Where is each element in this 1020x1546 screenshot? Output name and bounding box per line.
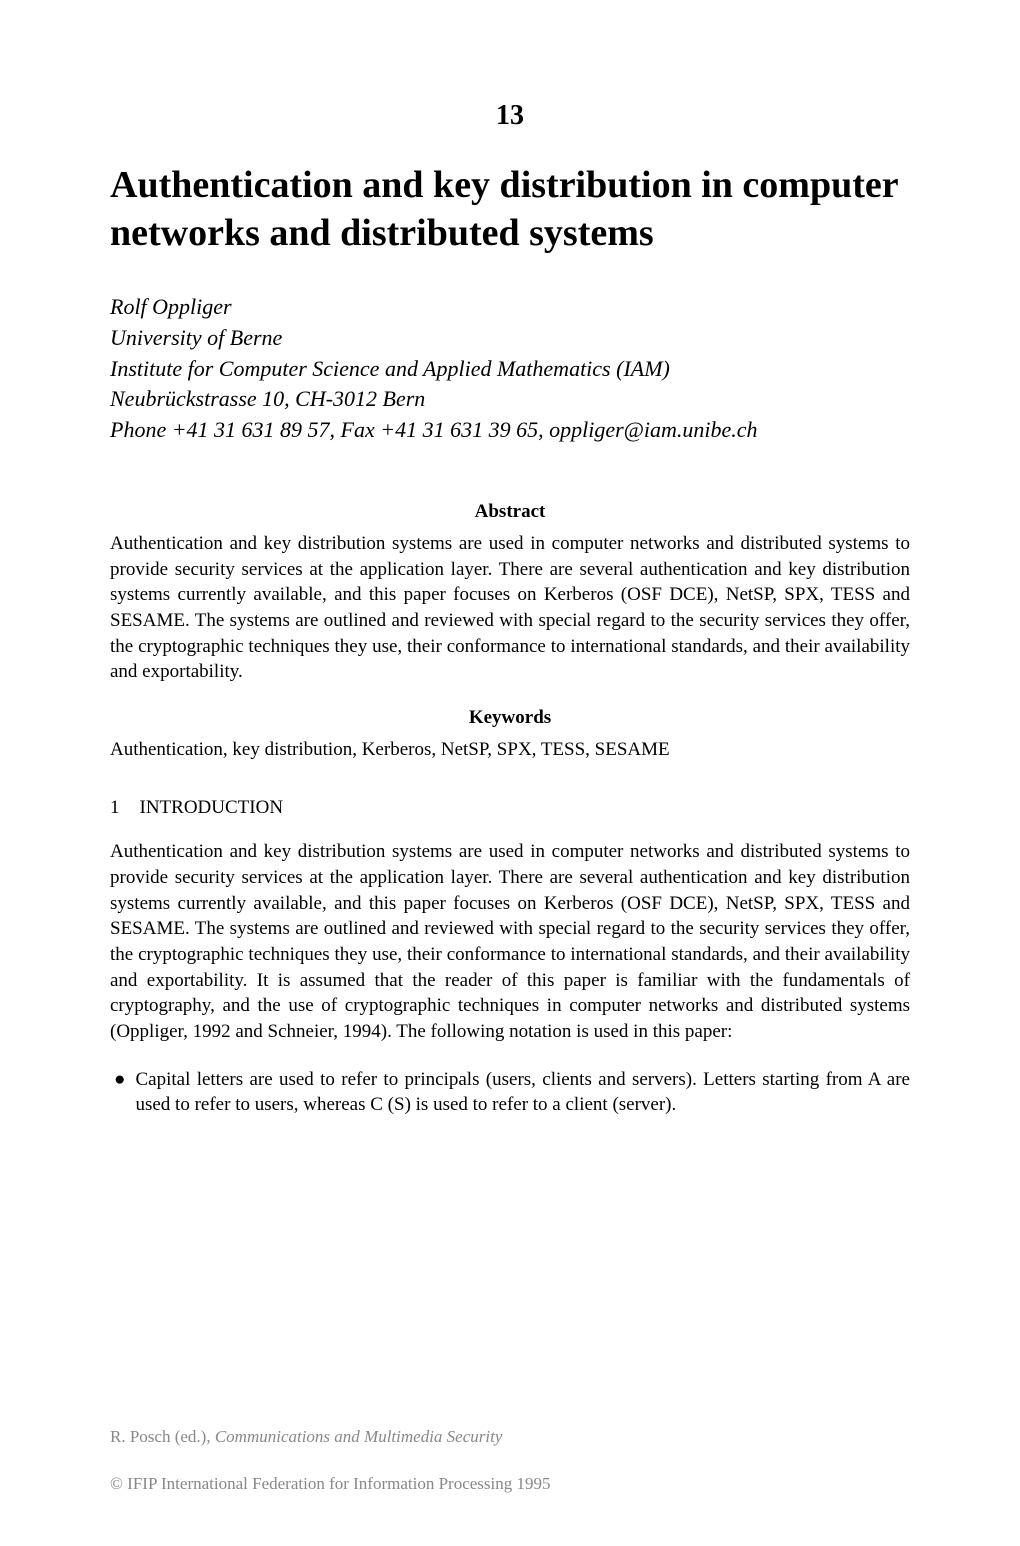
- bullet-item: ● Capital letters are used to refer to p…: [110, 1067, 910, 1118]
- keywords-text: Authentication, key distribution, Kerber…: [110, 737, 910, 763]
- section-heading-introduction: 1 INTRODUCTION: [110, 797, 910, 819]
- introduction-text: Authentication and key distribution syst…: [110, 839, 910, 1044]
- bullet-marker-icon: ●: [114, 1067, 125, 1118]
- author-block: Rolf Oppliger University of Berne Instit…: [110, 292, 910, 446]
- page-footer: R. Posch (ed.), Communications and Multi…: [110, 1425, 551, 1496]
- author-contact: Phone +41 31 631 89 57, Fax +41 31 631 3…: [110, 415, 910, 446]
- chapter-number: 13: [110, 100, 910, 132]
- paper-title: Authentication and key distribution in c…: [110, 162, 910, 257]
- author-affiliation-1: University of Berne: [110, 323, 910, 354]
- bullet-text: Capital letters are used to refer to pri…: [135, 1067, 910, 1118]
- author-affiliation-2: Institute for Computer Science and Appli…: [110, 354, 910, 385]
- author-address: Neubrückstrasse 10, CH-3012 Bern: [110, 384, 910, 415]
- section-number: 1: [110, 797, 120, 819]
- author-name: Rolf Oppliger: [110, 292, 910, 323]
- footer-book-title: Communications and Multimedia Security: [215, 1427, 503, 1446]
- footer-editor: R. Posch (ed.),: [110, 1427, 215, 1446]
- footer-copyright: © IFIP International Federation for Info…: [110, 1474, 551, 1493]
- abstract-heading: Abstract: [110, 501, 910, 523]
- abstract-text: Authentication and key distribution syst…: [110, 531, 910, 685]
- section-title: INTRODUCTION: [140, 797, 284, 818]
- keywords-heading: Keywords: [110, 707, 910, 729]
